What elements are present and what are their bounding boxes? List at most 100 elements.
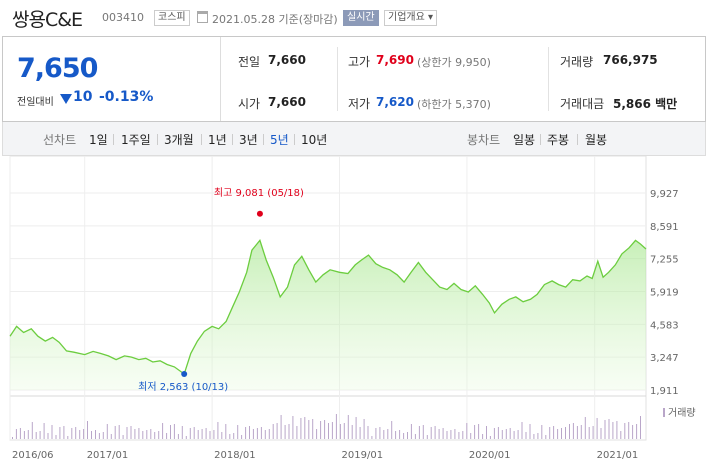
period-selector-bar: 선차트 1일 1주일 3개월 1년 3년 5년 10년 봉차트 일봉 주봉 월봉 [2,122,706,156]
volume-bar [225,424,227,439]
volume-bar [454,429,456,439]
volume-bar [529,424,531,439]
volume-bar [430,427,432,439]
volume-bar [604,420,606,439]
volume-bar [47,433,49,439]
volume-bar [150,429,152,439]
candle-chart-label: 봉차트 [467,133,501,147]
divider [548,47,549,111]
volume-bar [23,431,25,439]
period-3m[interactable]: 3개월 [164,133,194,147]
period-5y[interactable]: 5년 [270,133,289,147]
volume-bar [335,414,337,439]
volume-bar [632,425,634,439]
volume-bar [241,435,243,439]
volume-bar [87,421,88,439]
volume-bar [134,429,136,439]
volume-bar [470,433,472,439]
volume-bar [628,422,630,439]
volume-bar [19,428,21,439]
open-value: 7,660 [268,95,306,109]
period-weekly[interactable]: 주봉 [547,133,570,147]
volume-bar [517,430,519,439]
volume-bar [272,424,274,439]
realtime-button[interactable]: 실시간 [343,10,379,26]
divider [337,47,338,111]
volume-bar [565,427,566,439]
volume-bar [410,424,412,439]
period-monthly[interactable]: 월봉 [585,133,608,147]
volume-bar [497,427,499,439]
volume-bar [308,420,310,439]
volume-bar [355,417,357,439]
volume-bar [600,428,602,439]
period-1w[interactable]: 1주일 [121,133,151,147]
y-tick-label: 4,583 [650,320,679,331]
quote-panel: 7,650 전일대비 10 -0.13% 전일 7,660 시가 7,660 고… [2,36,706,122]
volume-bar [170,425,171,439]
company-name: 쌍용C&E [12,9,83,31]
volume-bar [572,423,574,439]
volume-bar [83,429,85,439]
separator [540,134,541,145]
amount-value: 5,866 백만 [613,97,678,111]
period-daily[interactable]: 일봉 [513,133,536,147]
stock-code: 003410 [102,11,144,24]
low-label: 저가 [348,97,371,111]
price-line [9,239,647,376]
volume-bar [126,427,128,439]
volume-bar [466,423,468,439]
volume-bar [438,429,440,439]
volume-bar [110,434,112,439]
x-tick-label: 2021/01 [597,450,639,461]
volume-bar [339,424,341,439]
volume-bar [612,422,614,439]
period-10y[interactable]: 10년 [301,133,328,147]
volume-bar [407,432,408,439]
volume-bar [347,415,349,439]
volume-bar [592,426,594,439]
y-tick-label: 1,911 [650,386,679,397]
volume-bar [98,433,100,439]
volume-bar [154,432,156,439]
volume-bar [189,428,191,439]
volume-bar [509,428,511,439]
period-1d[interactable]: 1일 [89,133,108,147]
volume-bar [39,431,41,439]
volume-bar [561,428,562,439]
max-label: 최고 9,081 (05/18) [214,187,304,199]
volume-bar [304,417,306,439]
volume-bar [387,429,389,439]
period-1y[interactable]: 1년 [208,133,227,147]
period-3y[interactable]: 3년 [239,133,258,147]
volume-bar [158,431,160,439]
company-overview-button[interactable]: 기업개요 ▾ [384,10,437,26]
volume-bar [450,430,452,439]
volume-bar [383,430,385,439]
volume-legend: 거래량 [668,407,696,419]
volume-bar [541,425,543,439]
volume-bar [95,430,96,439]
volume-bar [482,434,484,439]
current-price-box: 7,650 전일대비 10 -0.13% [3,37,221,121]
low-value: 7,620 [376,95,414,109]
volume-bar [343,423,345,439]
volume-bar [138,428,140,439]
lower-limit: (하한가 5,370) [417,98,491,111]
volume-bar [15,429,17,439]
volume-bar [213,430,215,439]
volume-bar [422,425,424,439]
volume-bar [142,431,144,439]
volume-bar [245,427,247,439]
volume-label: 거래량 [560,55,594,69]
volume-bar [27,430,29,439]
volume-bar [636,424,638,439]
volume-bar [399,430,401,439]
volume-bar [616,421,618,439]
volume-bar [209,431,211,439]
volume-bar [418,426,420,439]
x-tick-label: 2017/01 [87,450,129,461]
volume-bar [569,424,570,439]
calendar-icon [197,11,208,23]
upper-limit: (상한가 9,950) [417,56,491,69]
